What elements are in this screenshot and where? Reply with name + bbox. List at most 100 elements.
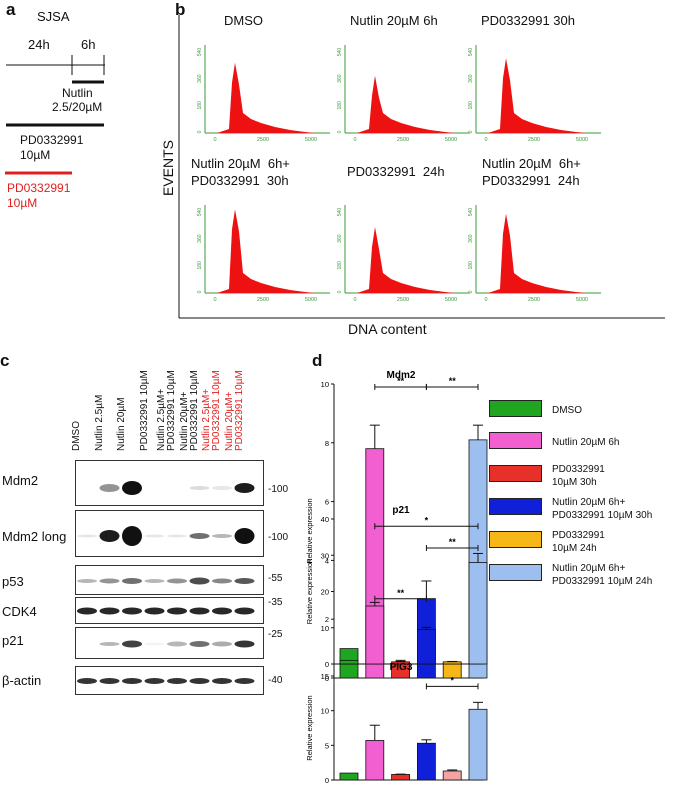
sig-label: **	[397, 376, 405, 386]
blot-p21	[75, 627, 264, 659]
legend-label-combo-24h: Nutlin 20µM 6h+ PD0332991 10µM 24h	[552, 563, 653, 587]
panel-d-label: d	[312, 351, 323, 370]
bar	[468, 562, 488, 665]
legend-swatch-pd-30h	[489, 465, 542, 482]
band-r5-l8	[234, 640, 255, 648]
chart-y-label: Relative expression	[305, 559, 314, 624]
sig-label: *	[450, 675, 454, 685]
band-r6-l2	[99, 678, 120, 684]
band-r6-l4	[144, 678, 165, 684]
hist-y-tick: 180	[337, 261, 343, 270]
hist-title-2: Nutlin 20µM 6h	[350, 13, 438, 28]
band-r3-l4	[144, 579, 165, 583]
hist-fill	[488, 58, 586, 134]
band-r2-l4	[144, 534, 165, 538]
hist-x-tick: 5000	[445, 297, 457, 303]
bar	[442, 770, 462, 781]
chart-y-label: Relative expression	[305, 695, 314, 760]
band-r2-l3	[122, 526, 142, 546]
histogram-4: 0 180 360 540 0 2500 5000	[197, 205, 330, 303]
legend-label-nutlin: Nutlin 20µM 6h	[552, 437, 620, 448]
hist-y-tick: 0	[337, 290, 343, 293]
chart-y-tick-label: 8	[325, 439, 329, 448]
hist-y-tick: 360	[197, 234, 203, 243]
band-r1-l3	[122, 481, 142, 495]
row-label-mdm2: Mdm2	[2, 473, 39, 488]
chart-y-tick-label: 20	[321, 588, 329, 597]
legend-swatch-dmso	[489, 400, 542, 417]
kda-mdm2: -100	[268, 484, 289, 495]
hist-y-tick: 360	[337, 74, 343, 83]
bar	[339, 772, 359, 781]
pd-red-label: PD0332991	[7, 181, 71, 195]
hist-fill	[357, 227, 455, 293]
time-24h-label: 24h	[28, 37, 50, 52]
chart-y-tick-label: 5	[325, 741, 329, 750]
pd-red-dose: 10µM	[7, 196, 38, 210]
band-r3-l1	[77, 579, 97, 583]
hist-x-tick: 5000	[445, 137, 457, 143]
bar-chart-pig3: PIG3 0 5 10 15 Relative expression *	[305, 662, 488, 785]
histogram-1: 0 180 360 540 0 2500 5000	[197, 45, 330, 143]
hist-x-tick: 2500	[257, 297, 269, 303]
band-r5-l3	[122, 640, 142, 648]
legend-label-pd-30h: PD0332991 10µM 30h	[552, 464, 605, 488]
band-r3-l8	[234, 578, 255, 584]
hist-y-tick: 540	[468, 48, 474, 57]
hist-x-tick: 2500	[257, 137, 269, 143]
chart-y-tick-label: 2	[325, 615, 329, 624]
band-r1-l7	[212, 486, 232, 490]
band-r4-l4	[144, 607, 165, 615]
legend-swatch-combo-24h	[489, 564, 542, 581]
bar	[391, 774, 410, 781]
hist-x-tick: 0	[213, 137, 216, 143]
hist-x-tick: 0	[484, 137, 487, 143]
band-r4-l5	[167, 607, 187, 615]
band-r2-l2	[99, 530, 120, 542]
hist-title-4: Nutlin 20µM 6h+ PD0332991 30h	[191, 156, 290, 188]
hist-fill	[488, 213, 586, 293]
chart-y-tick-label: 0	[325, 660, 329, 669]
band-r1-l6	[189, 486, 210, 490]
hist-x-tick: 5000	[576, 137, 588, 143]
bar	[365, 740, 385, 781]
hist-y-tick: 0	[468, 290, 474, 293]
panel-b-label: b	[175, 0, 186, 19]
chart-title: p21	[392, 505, 410, 516]
chart-y-tick-label: 40	[321, 515, 329, 524]
band-r6-l8	[234, 678, 255, 684]
hist-y-tick: 0	[337, 130, 343, 133]
band-r5-l4	[144, 642, 165, 646]
hist-y-tick: 360	[468, 74, 474, 83]
band-r6-l5	[167, 678, 187, 684]
bar	[417, 742, 436, 781]
hist-y-tick: 180	[468, 261, 474, 270]
panel-b-frame	[178, 15, 665, 319]
band-r3-l6	[189, 577, 210, 585]
hist-y-tick: 0	[468, 130, 474, 133]
hist-x-tick: 5000	[305, 137, 317, 143]
sig-label: **	[397, 588, 405, 598]
cell-line-title: SJSA	[37, 9, 70, 24]
hist-y-tick: 360	[468, 234, 474, 243]
panel-c-label: c	[0, 351, 10, 370]
bar	[468, 708, 488, 781]
row-label-beta-actin: β-actin	[2, 673, 42, 688]
treatment-timeline	[6, 55, 105, 127]
band-r4-l7	[212, 607, 232, 615]
cell-cycle-histograms: 0 180 360 540 0 2500 5000 0 180 360 540 0 2500 5000 0 1…	[197, 45, 601, 303]
histogram-5: 0 180 360 540 0 2500 5000	[337, 205, 470, 303]
pd-dose: 10µM	[20, 148, 51, 162]
blot-p53	[75, 565, 264, 595]
legend-label-combo-30h: Nutlin 20µM 6h+ PD0332991 10µM 30h	[552, 497, 653, 521]
hist-y-tick: 0	[197, 290, 203, 293]
hist-x-tick: 0	[353, 297, 356, 303]
band-r2-l6	[189, 533, 210, 539]
kda-p21: -25	[268, 629, 283, 640]
sig-label: **	[449, 537, 457, 547]
hist-fill	[357, 75, 455, 133]
hist-y-tick: 360	[337, 234, 343, 243]
band-r1-l2	[99, 484, 120, 492]
band-r4-l6	[189, 607, 210, 615]
sig-label: **	[449, 376, 457, 386]
